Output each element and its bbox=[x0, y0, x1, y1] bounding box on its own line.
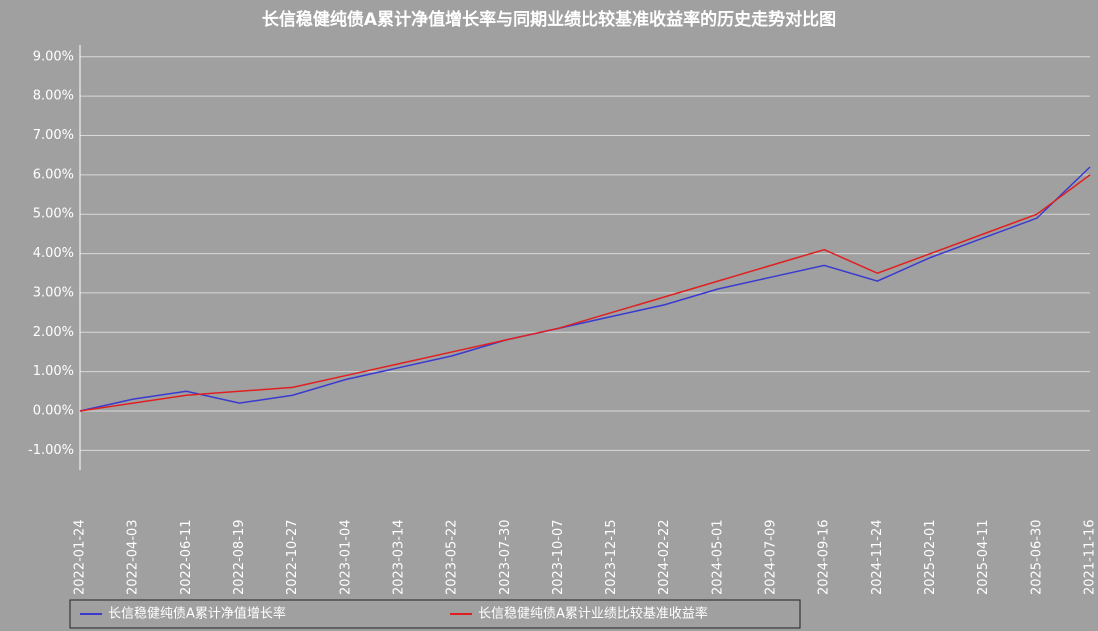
x-tick-label: 2023-05-22 bbox=[445, 519, 460, 595]
y-tick-label: 4.00% bbox=[33, 246, 74, 261]
x-tick-label: 2023-10-07 bbox=[551, 519, 566, 595]
x-tick-label: 2022-01-24 bbox=[73, 519, 88, 595]
y-tick-label: 5.00% bbox=[33, 207, 74, 222]
x-tick-label: 2022-06-11 bbox=[179, 519, 194, 595]
y-tick-label: 2.00% bbox=[33, 325, 74, 340]
x-tick-label: 2023-03-14 bbox=[391, 519, 406, 595]
series-line bbox=[79, 174, 1091, 412]
y-tick-label: 6.00% bbox=[33, 167, 74, 182]
legend-box bbox=[69, 599, 801, 629]
x-tick-label: 2024-11-24 bbox=[870, 519, 885, 595]
x-tick-label: 2022-08-19 bbox=[232, 519, 247, 595]
y-tick-label: 0.00% bbox=[33, 403, 74, 418]
y-tick-label: 9.00% bbox=[33, 49, 74, 64]
series-line bbox=[79, 166, 1091, 412]
x-tick-label: 2024-05-01 bbox=[710, 519, 725, 595]
y-tick-label: 8.00% bbox=[33, 89, 74, 104]
y-tick-label: 1.00% bbox=[33, 364, 74, 379]
x-tick-label: 2023-07-30 bbox=[498, 519, 513, 595]
x-tick-label: 2023-01-04 bbox=[338, 519, 353, 595]
y-tick-label: -1.00% bbox=[28, 443, 74, 458]
x-tick-label: 2023-12-15 bbox=[604, 519, 619, 595]
legend-label: 长信稳健纯债A累计业绩比较基准收益率 bbox=[478, 606, 708, 622]
x-tick-label: 2022-04-03 bbox=[126, 519, 141, 595]
chart-title: 长信稳健纯债A累计净值增长率与同期业绩比较基准收益率的历史走势对比图 bbox=[262, 9, 836, 30]
x-tick-label: 2024-07-09 bbox=[764, 519, 779, 595]
x-tick-label: 2025-02-01 bbox=[923, 519, 938, 595]
legend-label: 长信稳健纯债A累计净值增长率 bbox=[108, 606, 286, 622]
x-tick-label: 2025-06-30 bbox=[1029, 519, 1044, 595]
x-tick-label: 2025-04-11 bbox=[976, 519, 991, 595]
x-tick-label: 2021-11-16 bbox=[1083, 519, 1098, 595]
x-tick-label: 2024-09-16 bbox=[817, 519, 832, 595]
x-tick-label: 2024-02-22 bbox=[657, 519, 672, 595]
y-tick-label: 7.00% bbox=[33, 128, 74, 143]
y-tick-label: 3.00% bbox=[33, 285, 74, 300]
x-tick-label: 2022-10-27 bbox=[285, 519, 300, 595]
